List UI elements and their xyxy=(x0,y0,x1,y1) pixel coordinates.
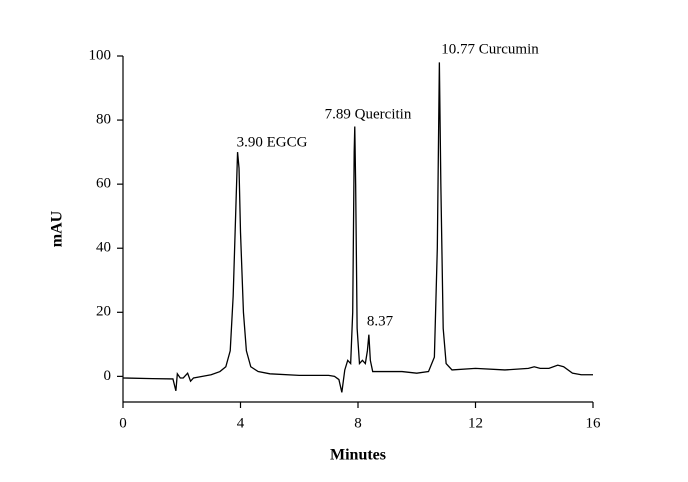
x-tick-label: 12 xyxy=(468,415,483,431)
y-tick-label: 0 xyxy=(104,368,112,384)
x-tick-label: 4 xyxy=(237,415,245,431)
y-tick-label: 100 xyxy=(89,47,112,63)
x-tick-label: 8 xyxy=(354,415,362,431)
y-tick-label: 80 xyxy=(96,112,111,128)
peak-annotation: 8.37 xyxy=(367,313,394,329)
peak-annotation: 3.90 EGCG xyxy=(237,134,308,150)
y-tick-label: 20 xyxy=(96,304,111,320)
peak-annotation: 10.77 Curcumin xyxy=(441,41,539,57)
x-tick-label: 0 xyxy=(119,415,127,431)
y-tick-label: 60 xyxy=(96,176,111,192)
y-axis-label: mAU xyxy=(49,210,66,247)
x-axis-label: Minutes xyxy=(330,447,386,464)
y-tick-label: 40 xyxy=(96,240,111,256)
x-tick-label: 16 xyxy=(586,415,602,431)
chromatogram-line xyxy=(122,62,593,393)
peak-annotation: 7.89 Quercitin xyxy=(325,106,412,122)
